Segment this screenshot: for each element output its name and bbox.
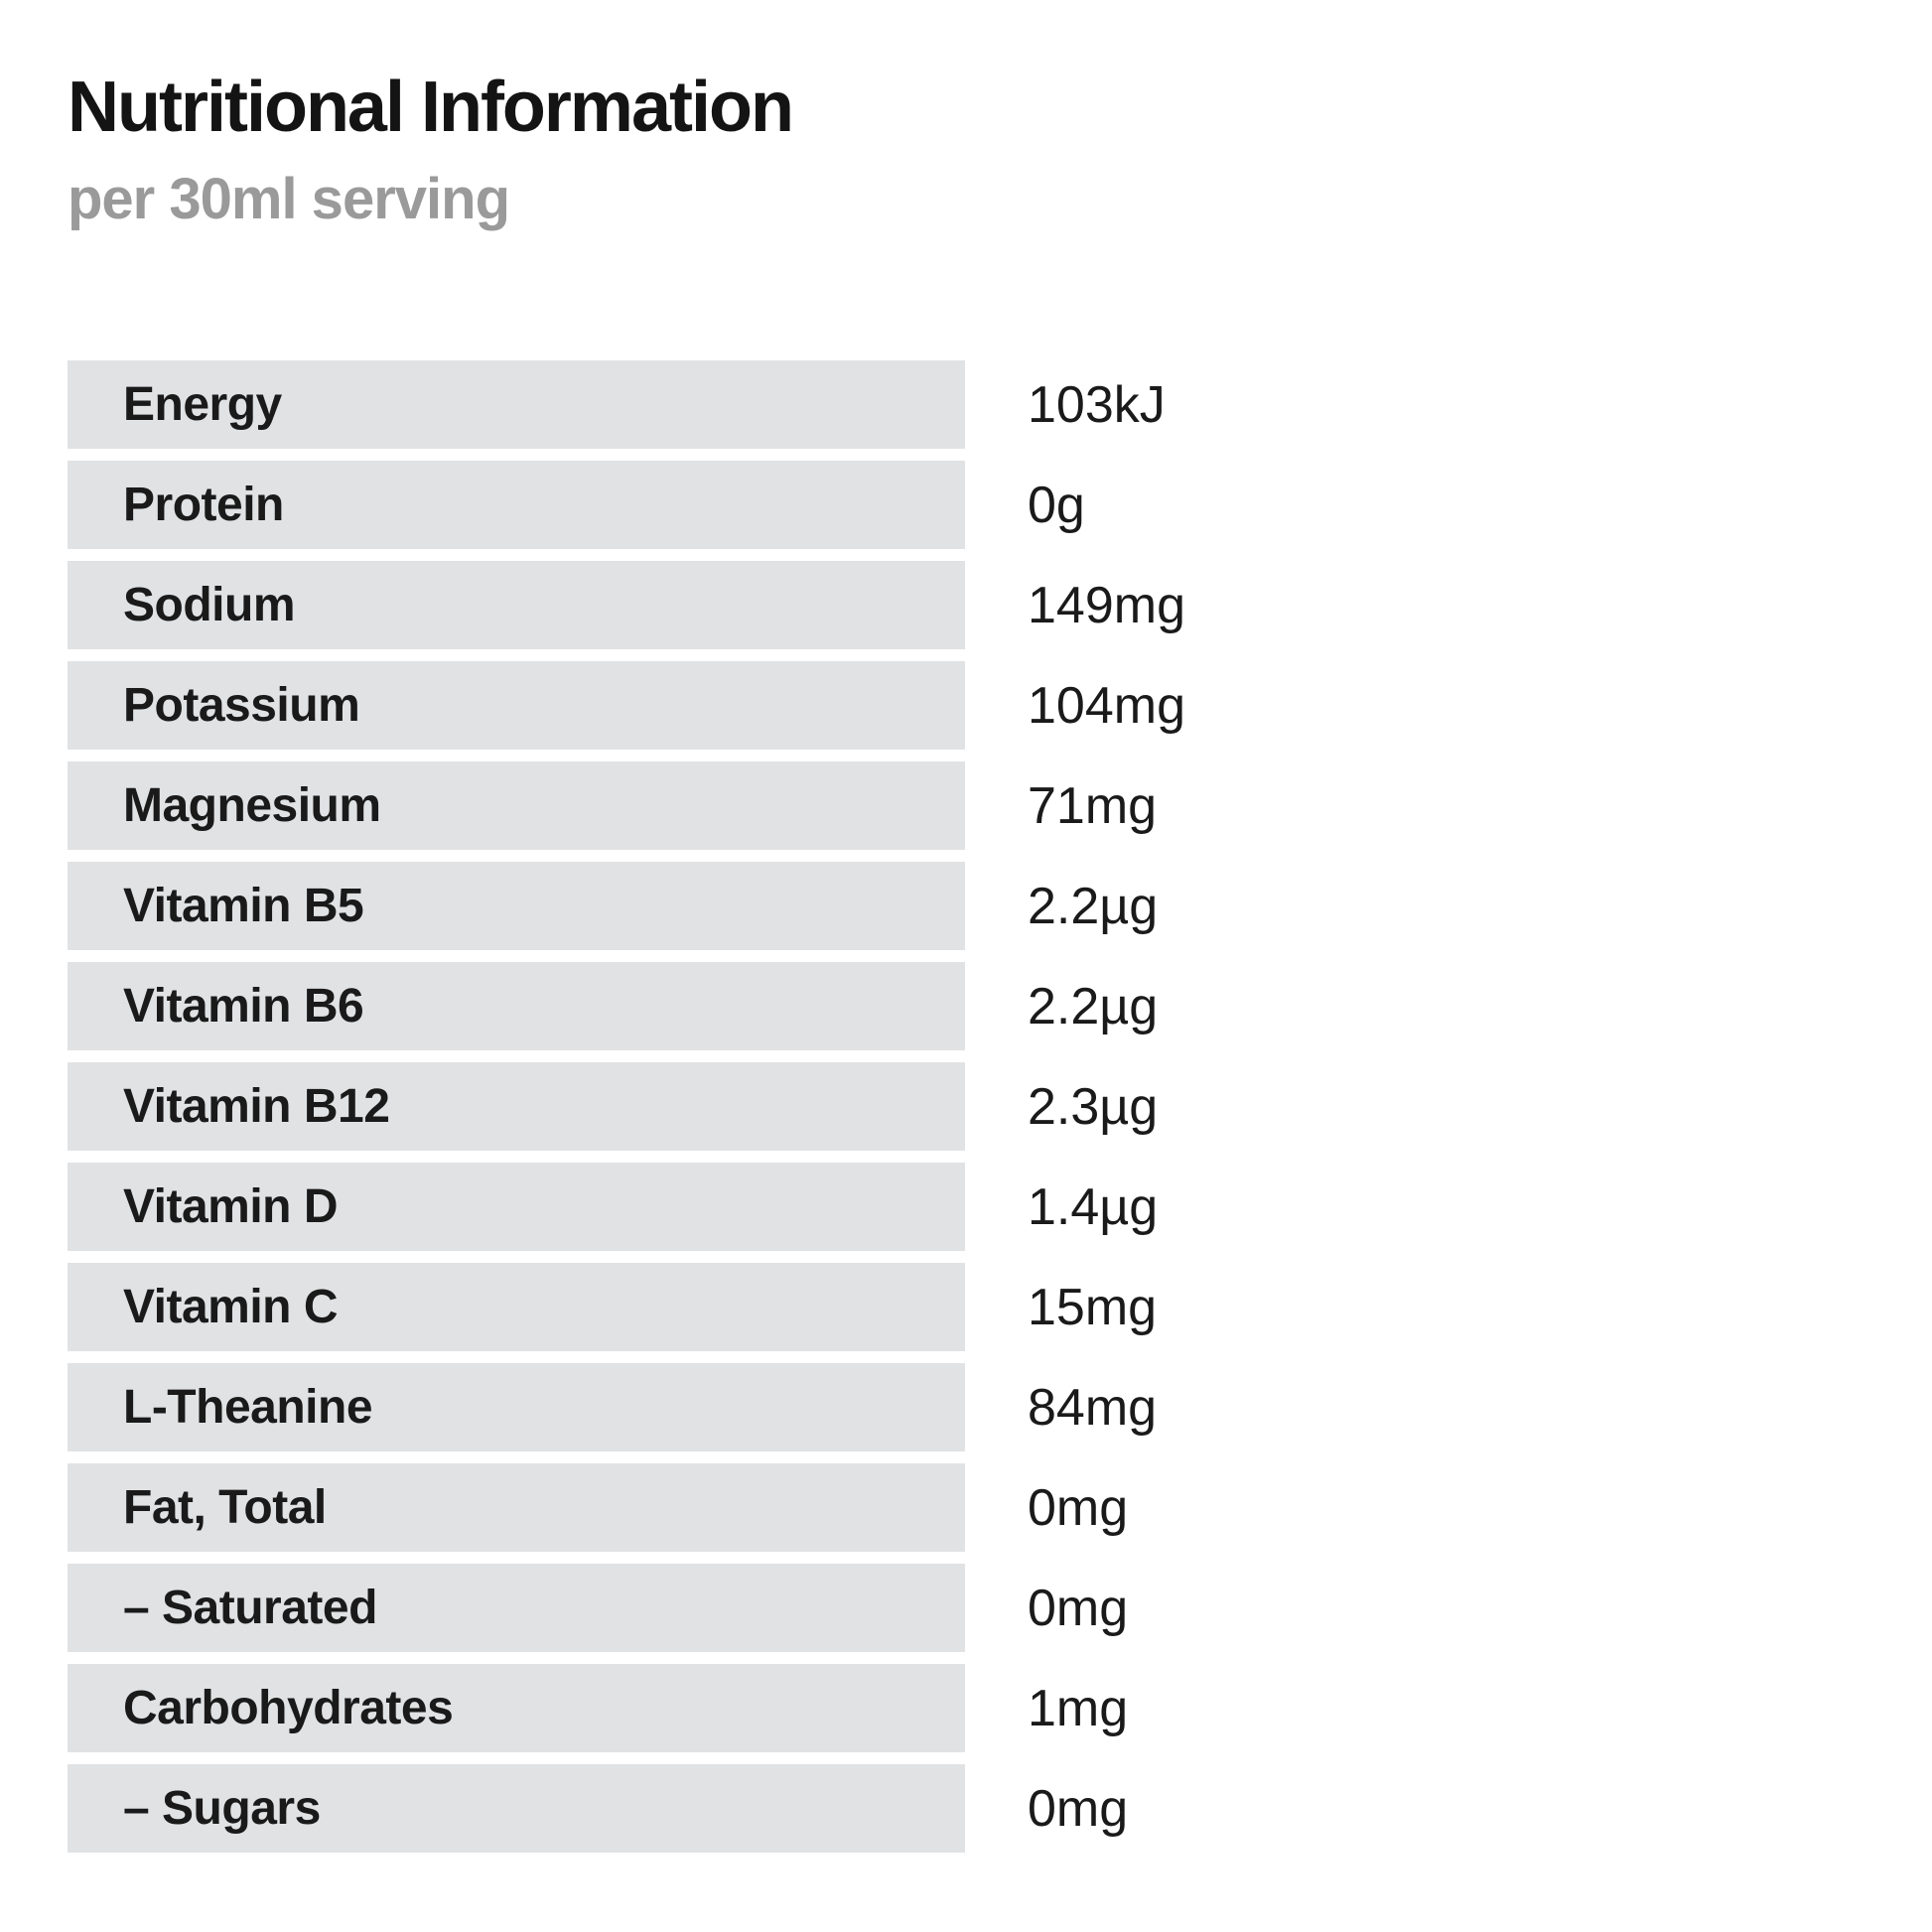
nutrient-label: Magnesium (123, 778, 381, 832)
nutrient-value: 1.4µg (1028, 1177, 1159, 1236)
nutrient-label-cell: Vitamin D (68, 1163, 965, 1251)
table-row: Vitamin B5 2.2µg (68, 862, 1185, 950)
table-row: Fat, Total 0mg (68, 1463, 1185, 1552)
nutrient-value: 0mg (1028, 1478, 1129, 1537)
nutrient-label-cell: – Saturated (68, 1564, 965, 1652)
nutrient-label: Sodium (123, 578, 296, 631)
table-row: Sodium 149mg (68, 561, 1185, 649)
nutrient-label: Vitamin B5 (123, 879, 364, 932)
nutrient-label: Vitamin D (123, 1179, 339, 1233)
nutrient-label: Carbohydrates (123, 1681, 454, 1734)
nutrient-label-cell: L-Theanine (68, 1363, 965, 1451)
nutrient-label-cell: Vitamin C (68, 1263, 965, 1351)
nutrient-label-cell: Vitamin B6 (68, 962, 965, 1050)
nutrient-value: 0g (1028, 476, 1085, 534)
table-row: Magnesium 71mg (68, 761, 1185, 850)
table-row: Vitamin B12 2.3µg (68, 1062, 1185, 1151)
page-title: Nutritional Information (68, 68, 794, 147)
nutrient-value: 1mg (1028, 1679, 1129, 1737)
table-row: Vitamin D 1.4µg (68, 1163, 1185, 1251)
table-row: Vitamin B6 2.2µg (68, 962, 1185, 1050)
nutrient-label-cell: Vitamin B5 (68, 862, 965, 950)
nutrient-label: Vitamin B6 (123, 979, 364, 1033)
table-row: – Sugars 0mg (68, 1764, 1185, 1853)
nutrient-label: Potassium (123, 678, 360, 732)
nutrient-label: Vitamin C (123, 1280, 339, 1333)
table-row: Protein 0g (68, 461, 1185, 549)
nutrient-label: L-Theanine (123, 1380, 373, 1434)
table-row: – Saturated 0mg (68, 1564, 1185, 1652)
nutrient-value: 71mg (1028, 776, 1158, 835)
nutrient-label: – Sugars (123, 1781, 321, 1835)
nutrient-label: Energy (123, 377, 282, 431)
nutrient-label-cell: Magnesium (68, 761, 965, 850)
nutrient-label: Vitamin B12 (123, 1079, 390, 1133)
nutrient-label-cell: Energy (68, 360, 965, 449)
nutrient-value: 103kJ (1028, 375, 1166, 434)
nutrient-label-cell: Vitamin B12 (68, 1062, 965, 1151)
table-row: Potassium 104mg (68, 661, 1185, 750)
nutrient-value: 84mg (1028, 1378, 1158, 1437)
nutrient-label: – Saturated (123, 1581, 377, 1634)
nutrient-value: 15mg (1028, 1278, 1158, 1336)
nutrition-table: Energy 103kJ Protein 0g Sodium 149mg Pot… (68, 360, 1185, 1864)
table-row: L-Theanine 84mg (68, 1363, 1185, 1451)
nutrient-value: 0mg (1028, 1579, 1129, 1637)
serving-size-subtitle: per 30ml serving (68, 167, 510, 231)
nutrient-value: 2.2µg (1028, 977, 1159, 1035)
nutrient-value: 104mg (1028, 676, 1185, 735)
nutrient-label-cell: Potassium (68, 661, 965, 750)
nutrient-value: 2.2µg (1028, 877, 1159, 935)
nutrient-value: 2.3µg (1028, 1077, 1159, 1136)
nutrient-label-cell: Protein (68, 461, 965, 549)
nutrient-label-cell: Sodium (68, 561, 965, 649)
nutrient-label: Fat, Total (123, 1480, 327, 1534)
nutrient-value: 149mg (1028, 576, 1185, 634)
table-row: Vitamin C 15mg (68, 1263, 1185, 1351)
table-row: Carbohydrates 1mg (68, 1664, 1185, 1752)
nutrient-label-cell: Carbohydrates (68, 1664, 965, 1752)
nutrient-label-cell: – Sugars (68, 1764, 965, 1853)
nutrient-value: 0mg (1028, 1779, 1129, 1838)
table-row: Energy 103kJ (68, 360, 1185, 449)
nutrient-label-cell: Fat, Total (68, 1463, 965, 1552)
nutrient-label: Protein (123, 478, 284, 531)
